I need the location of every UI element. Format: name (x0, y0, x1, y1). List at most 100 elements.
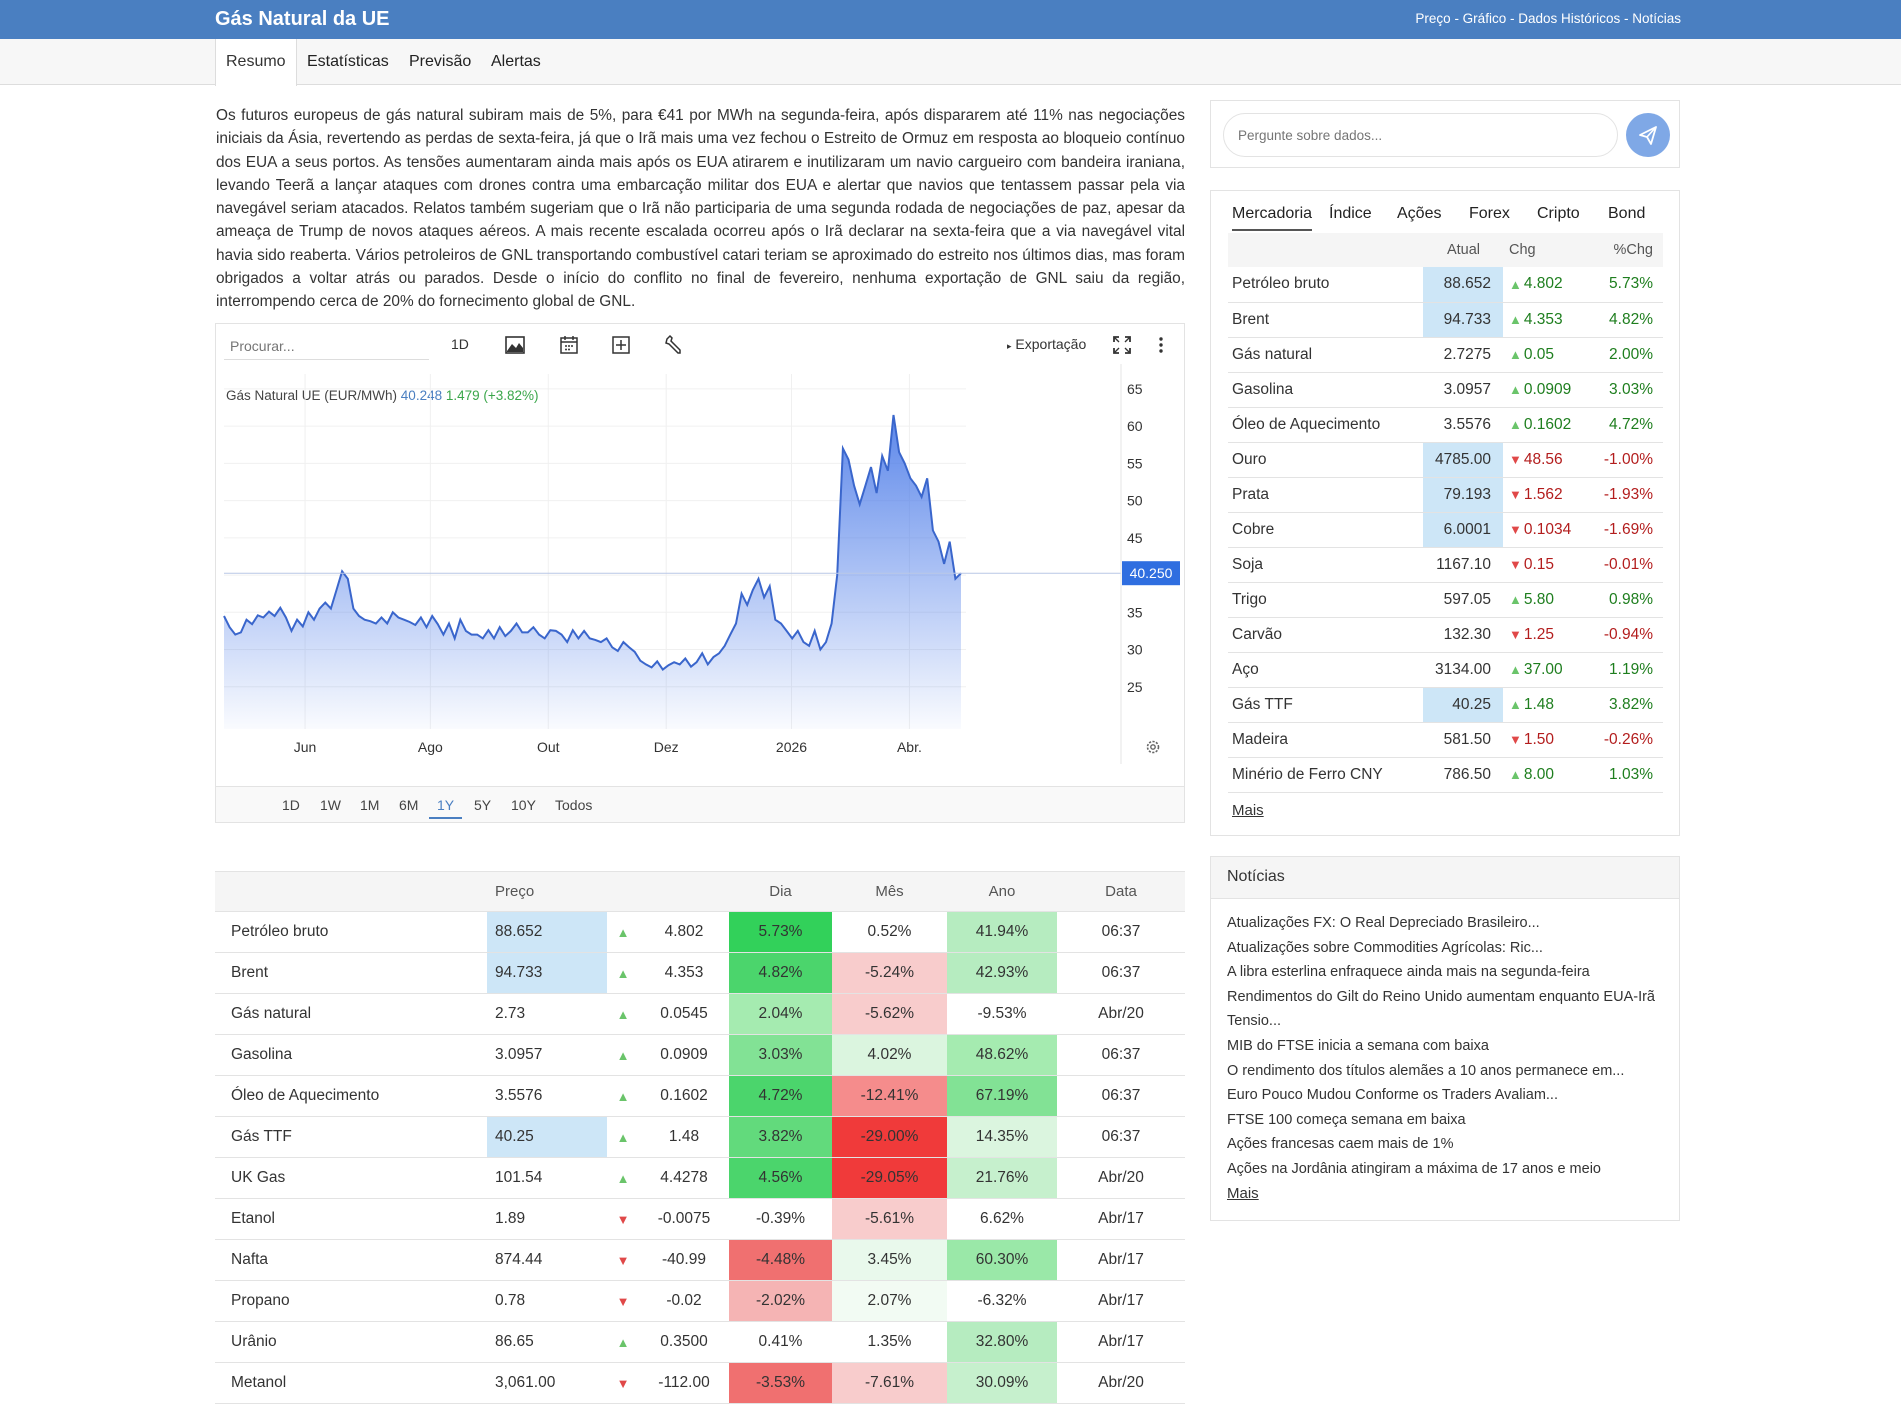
commodity-name[interactable]: Metanol (215, 1362, 487, 1404)
commodity-name[interactable]: UK Gas (215, 1157, 487, 1199)
market-tab-mercadoria[interactable]: Mercadoria (1232, 205, 1313, 231)
tab-alertas[interactable]: Alertas (491, 53, 541, 70)
market-tab-forex[interactable]: Forex (1469, 205, 1510, 222)
ask-send-button[interactable] (1626, 113, 1670, 157)
markets-more-link[interactable]: Mais (1232, 802, 1264, 819)
table-row[interactable]: Petróleo bruto 88.652 ▲ 4.802 5.73% 0.52% 41.9… (215, 911, 1185, 953)
market-row[interactable]: Gás TTF 40.25 ▲ 1.48 3.82% (1228, 687, 1663, 723)
market-name[interactable]: Trigo (1228, 582, 1423, 618)
range-1w[interactable]: 1W (320, 797, 341, 813)
table-row[interactable]: Metanol 3,061.00 ▼ -112.00 -3.53% -7.61% 30.09… (215, 1362, 1185, 1404)
market-tab-cripto[interactable]: Cripto (1537, 205, 1580, 222)
news-item[interactable]: FTSE 100 começa semana em baixa (1227, 1111, 1466, 1128)
range-10y[interactable]: 10Y (511, 797, 536, 813)
market-name[interactable]: Prata (1228, 477, 1423, 513)
table-row[interactable]: Gasolina 3.0957 ▲ 0.0909 3.03% 4.02% 48.62% 06:… (215, 1034, 1185, 1076)
market-row[interactable]: Brent 94.733 ▲ 4.353 4.82% (1228, 302, 1663, 338)
table-row[interactable]: Gás TTF 40.25 ▲ 1.48 3.82% -29.00% 14.35% 06:37 (215, 1116, 1185, 1158)
market-name[interactable]: Madeira (1228, 722, 1423, 758)
wrench-icon[interactable] (663, 334, 685, 356)
market-row[interactable]: Gasolina 3.0957 ▲ 0.0909 3.03% (1228, 372, 1663, 408)
market-name[interactable]: Petróleo bruto (1228, 267, 1423, 303)
range-all[interactable]: Todos (555, 797, 593, 813)
market-name[interactable]: Aço (1228, 652, 1423, 688)
market-name[interactable]: Gás natural (1228, 337, 1423, 373)
calendar-icon[interactable] (558, 334, 580, 356)
news-item[interactable]: A libra esterlina enfraquece ainda mais … (1227, 964, 1590, 981)
table-row[interactable]: Nafta 874.44 ▼ -40.99 -4.48% 3.45% 60.30% Abr/1… (215, 1239, 1185, 1281)
market-name[interactable]: Ouro (1228, 442, 1423, 478)
market-row[interactable]: Madeira 581.50 ▼ 1.50 -0.26% (1228, 722, 1663, 758)
commodity-name[interactable]: Gás TTF (215, 1116, 487, 1158)
market-row[interactable]: Ouro 4785.00 ▼ 48.56 -1.00% (1228, 442, 1663, 478)
market-tab-indice[interactable]: Índice (1329, 205, 1372, 222)
range-1d[interactable]: 1D (282, 797, 300, 813)
chart-search-input[interactable] (224, 332, 429, 360)
market-row[interactable]: Minério de Ferro CNY 786.50 ▲ 8.00 1.03% (1228, 757, 1663, 793)
table-row[interactable]: Propano 0.78 ▼ -0.02 -2.02% 2.07% -6.32% Abr/17 (215, 1280, 1185, 1322)
ask-input[interactable] (1223, 113, 1618, 157)
table-row[interactable]: UK Gas 101.54 ▲ 4.4278 4.56% -29.05% 21.76% Abr… (215, 1157, 1185, 1199)
commodity-change: 0.0909 (639, 1034, 729, 1076)
table-row[interactable]: Etanol 1.89 ▼ -0.0075 -0.39% -5.61% 6.62% Abr/1… (215, 1198, 1185, 1240)
commodity-name[interactable]: Nafta (215, 1239, 487, 1281)
market-row[interactable]: Gás natural 2.7275 ▲ 0.05 2.00% (1228, 337, 1663, 373)
add-indicator-icon[interactable] (610, 334, 632, 356)
market-name[interactable]: Soja (1228, 547, 1423, 583)
table-row[interactable]: Brent 94.733 ▲ 4.353 4.82% -5.24% 42.93% 06:37 (215, 952, 1185, 994)
tab-resumo[interactable]: Resumo (215, 39, 297, 86)
market-name[interactable]: Minério de Ferro CNY (1228, 757, 1423, 793)
news-item[interactable]: Rendimentos do Gilt do Reino Unido aumen… (1227, 988, 1655, 1030)
commodity-name[interactable]: Óleo de Aquecimento (215, 1075, 487, 1117)
market-row[interactable]: Carvão 132.30 ▼ 1.25 -0.94% (1228, 617, 1663, 653)
table-row[interactable]: Urânio 86.65 ▲ 0.3500 0.41% 1.35% 32.80% Abr/17 (215, 1321, 1185, 1363)
tab-estatisticas[interactable]: Estatísticas (307, 53, 389, 70)
commodity-name[interactable]: Urânio (215, 1321, 487, 1363)
range-1y[interactable]: 1Y (429, 797, 463, 819)
news-item[interactable]: Atualizações FX: O Real Depreciado Brasi… (1227, 915, 1540, 931)
market-name[interactable]: Carvão (1228, 617, 1423, 653)
range-1m[interactable]: 1M (360, 797, 380, 813)
table-row[interactable]: Gás natural 2.73 ▲ 0.0545 2.04% -5.62% -9.53% A… (215, 993, 1185, 1035)
header-links[interactable]: Preço - Gráfico - Dados Históricos - Not… (1415, 11, 1681, 26)
news-item[interactable]: O rendimento dos títulos alemães a 10 an… (1227, 1062, 1625, 1079)
price-chart[interactable]: JunAgoOutDez2026Abr.25303540455055606540… (216, 364, 1184, 794)
market-row[interactable]: Prata 79.193 ▼ 1.562 -1.93% (1228, 477, 1663, 513)
commodity-name[interactable]: Etanol (215, 1198, 487, 1240)
news-item[interactable]: Atualizações sobre Commodities Agrícolas… (1227, 939, 1543, 956)
table-row[interactable]: Óleo de Aquecimento 3.5576 ▲ 0.1602 4.72% -12… (215, 1075, 1185, 1117)
chart-type-icon[interactable] (504, 334, 526, 356)
range-6m[interactable]: 6M (399, 797, 419, 813)
news-more-link[interactable]: Mais (1227, 1184, 1259, 1202)
commodity-name[interactable]: Gasolina (215, 1034, 487, 1076)
market-name[interactable]: Óleo de Aquecimento (1228, 407, 1423, 443)
news-item[interactable]: Ações francesas caem mais de 1% (1227, 1136, 1454, 1153)
fullscreen-icon[interactable] (1111, 334, 1133, 356)
export-button[interactable]: ▸ Exportação (1007, 336, 1086, 352)
market-name[interactable]: Gasolina (1228, 372, 1423, 408)
market-name[interactable]: Cobre (1228, 512, 1423, 548)
market-name[interactable]: Brent (1228, 302, 1423, 338)
news-item[interactable]: Ações na Jordânia atingiram a máxima de … (1227, 1160, 1601, 1177)
commodity-name[interactable]: Propano (215, 1280, 487, 1322)
market-row[interactable]: Soja 1167.10 ▼ 0.15 -0.01% (1228, 547, 1663, 583)
tab-previsao[interactable]: Previsão (409, 53, 472, 70)
commodity-name[interactable]: Gás natural (215, 993, 487, 1035)
commodity-name[interactable]: Brent (215, 952, 487, 994)
market-row[interactable]: Petróleo bruto 88.652 ▲ 4.802 5.73% (1228, 267, 1663, 303)
market-row[interactable]: Aço 3134.00 ▲ 37.00 1.19% (1228, 652, 1663, 688)
interval-selector[interactable]: 1D (451, 336, 469, 352)
market-name[interactable]: Gás TTF (1228, 687, 1423, 723)
market-tab-bond[interactable]: Bond (1608, 205, 1646, 222)
commodity-name[interactable]: Petróleo bruto (215, 911, 487, 953)
chart-settings-icon[interactable] (1146, 740, 1160, 754)
news-item[interactable]: MIB do FTSE inicia a semana com baixa (1227, 1037, 1489, 1054)
market-tab-acoes[interactable]: Ações (1397, 205, 1442, 222)
range-5y[interactable]: 5Y (474, 797, 492, 813)
market-row[interactable]: Óleo de Aquecimento 3.5576 ▲ 0.1602 4.72% (1228, 407, 1663, 443)
market-row[interactable]: Trigo 597.05 ▲ 5.80 0.98% (1228, 582, 1663, 618)
news-item[interactable]: Euro Pouco Mudou Conforme os Traders Ava… (1227, 1087, 1558, 1104)
market-pct-change: -0.01% (1592, 547, 1663, 583)
more-options-icon[interactable] (1150, 334, 1172, 356)
market-row[interactable]: Cobre 6.0001 ▼ 0.1034 -1.69% (1228, 512, 1663, 548)
